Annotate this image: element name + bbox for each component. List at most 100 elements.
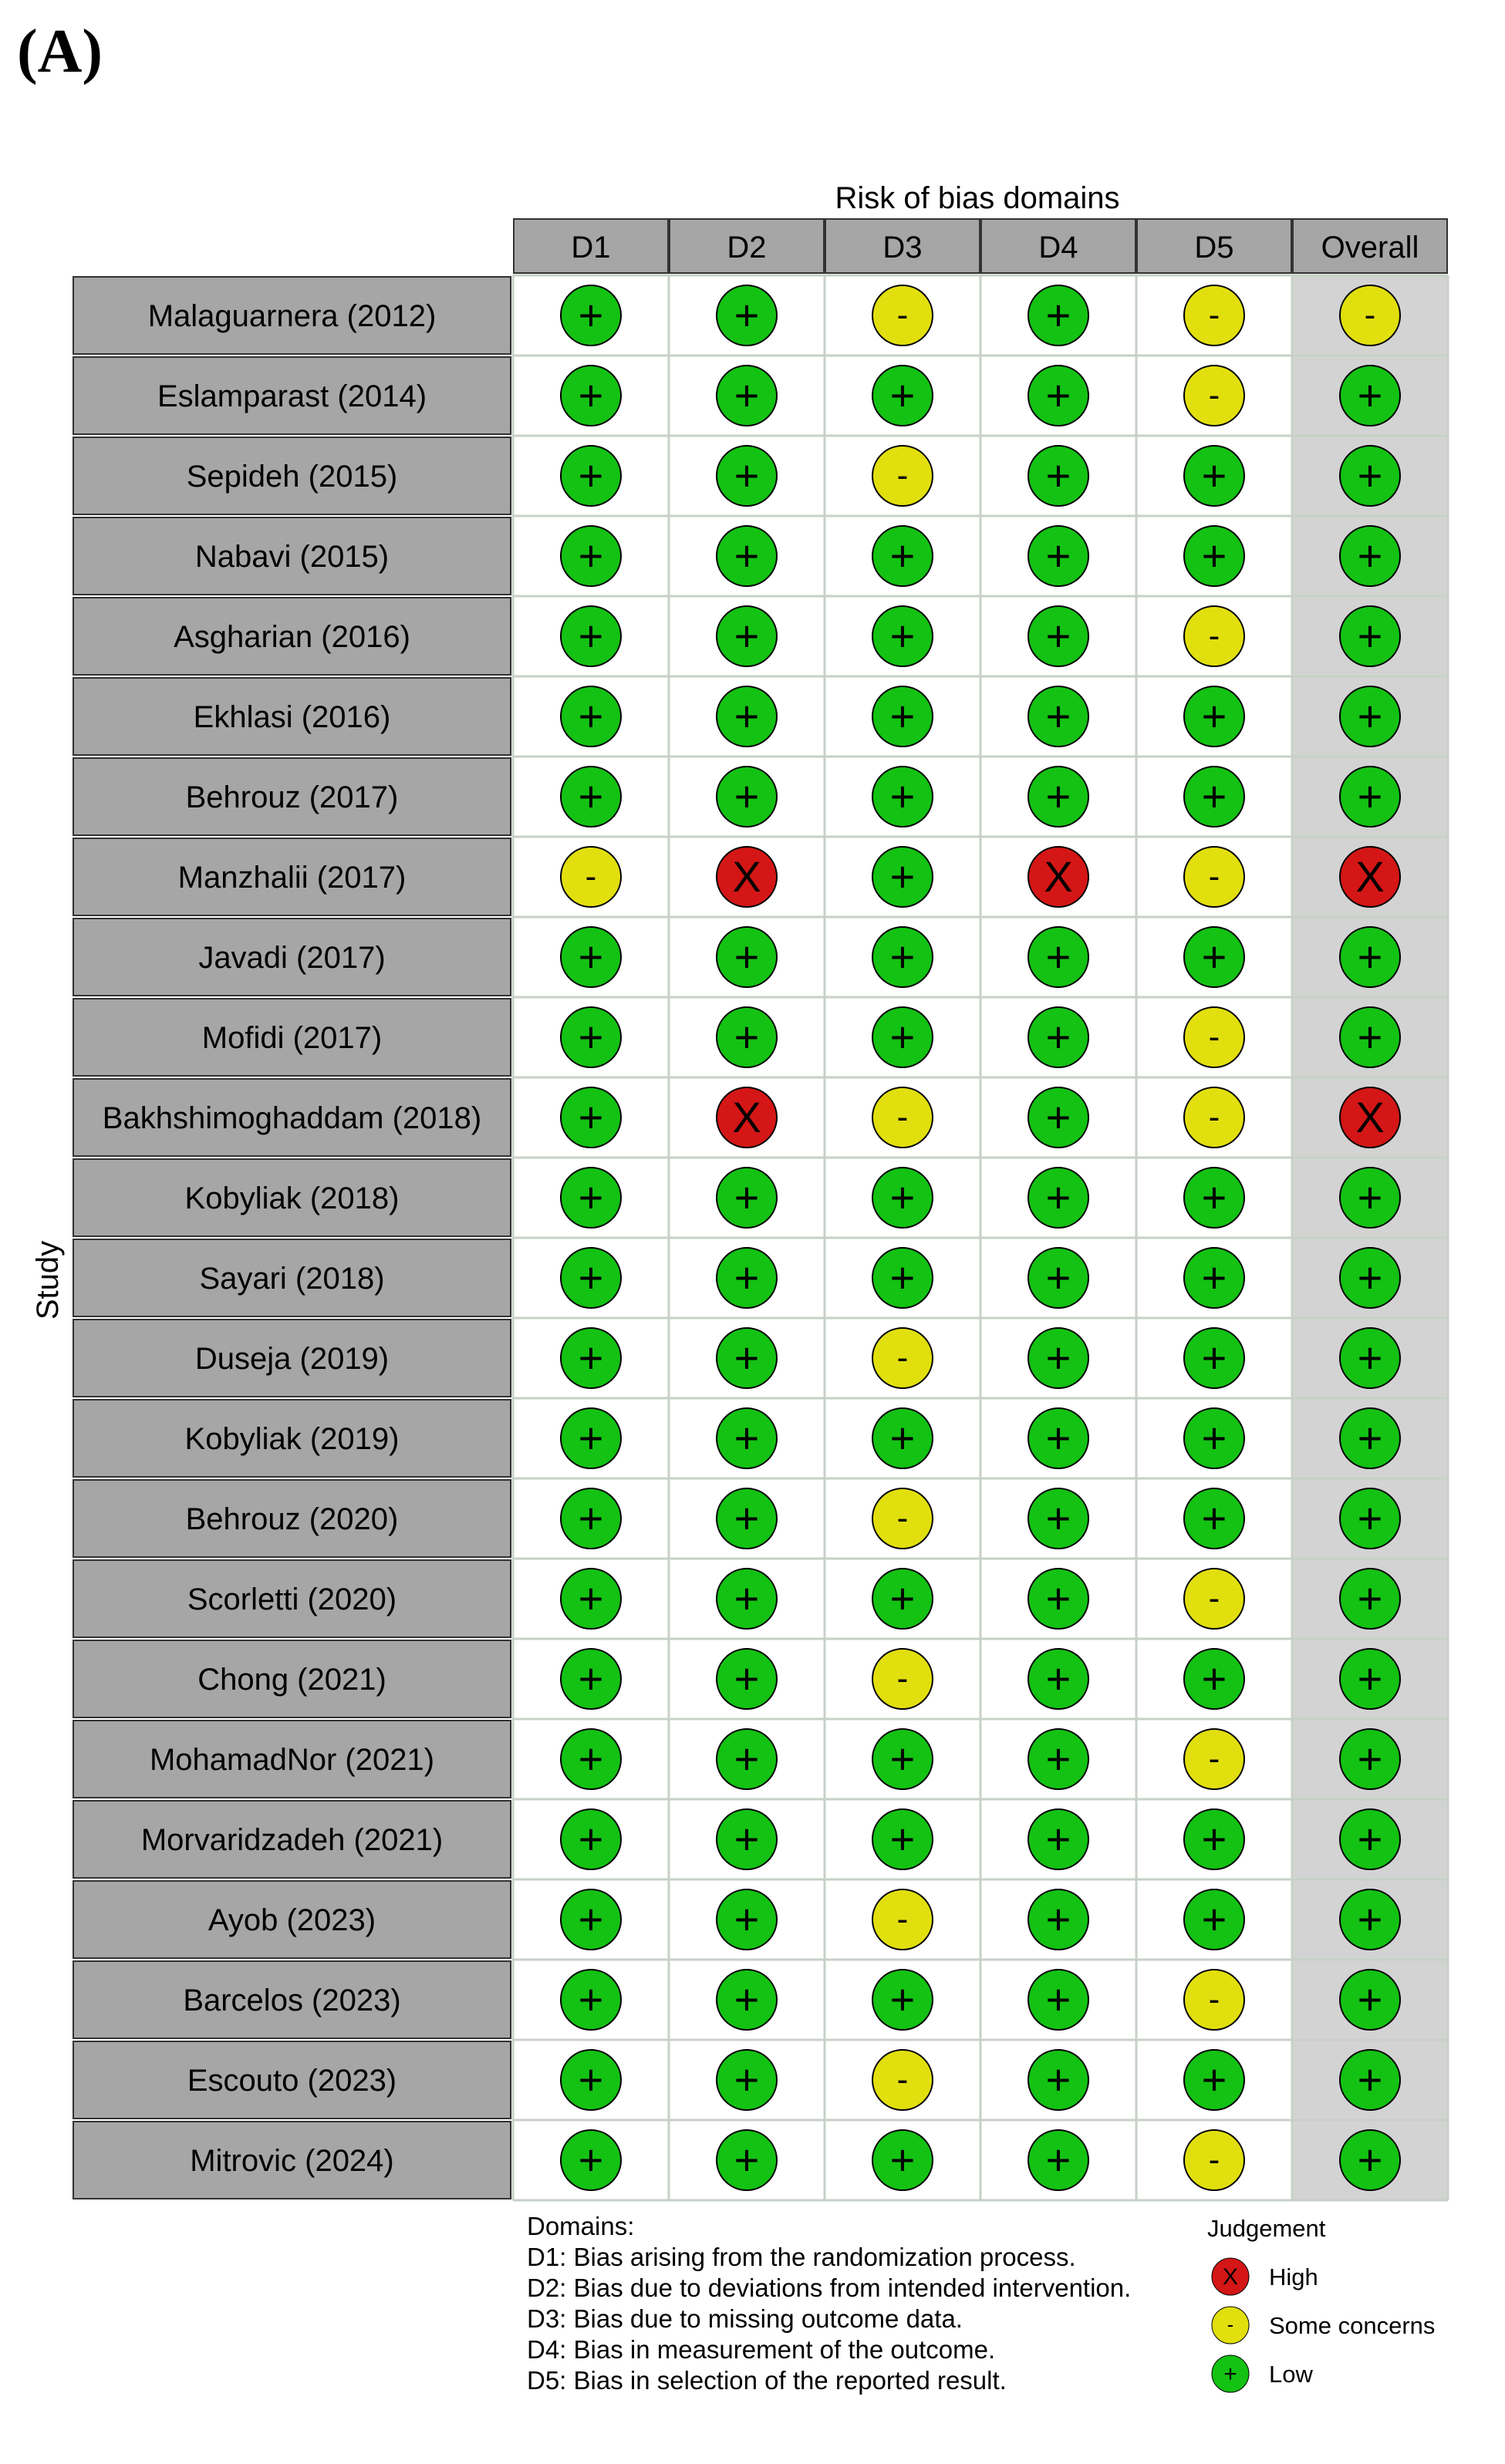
judgement-symbol: + bbox=[734, 1654, 760, 1703]
judgement-symbol: + bbox=[1202, 1414, 1227, 1462]
judgement-symbol: - bbox=[1365, 296, 1376, 334]
study-label-box bbox=[73, 1800, 511, 1879]
judgement-symbol: + bbox=[1358, 2135, 1383, 2184]
study-label: Mitrovic (2024) bbox=[190, 2144, 394, 2178]
judgement-symbol: - bbox=[1209, 1098, 1220, 1136]
judgement-symbol: + bbox=[890, 1734, 916, 1783]
judgement-symbol: + bbox=[579, 1093, 604, 1141]
judgement-dot-low bbox=[1339, 605, 1401, 667]
judgement-symbol: - bbox=[585, 858, 597, 895]
study-label: Sayari (2018) bbox=[199, 1262, 384, 1296]
judgement-dot-low bbox=[1183, 686, 1245, 747]
study-label: Ayob (2023) bbox=[208, 1903, 376, 1937]
judgement-dot-low bbox=[560, 365, 622, 426]
judgement-dot-some bbox=[872, 445, 933, 507]
judgement-dot-low bbox=[872, 1808, 933, 1870]
judgement-symbol: + bbox=[890, 1975, 916, 2024]
judgement-symbol: + bbox=[579, 2055, 604, 2104]
judgement-dot-low bbox=[560, 1889, 622, 1950]
judgement-symbol: + bbox=[579, 612, 604, 660]
judgement-symbol: + bbox=[579, 1895, 604, 1943]
judgement-symbol: - bbox=[1209, 1740, 1220, 1778]
judgement-symbol: - bbox=[897, 2061, 909, 2098]
judgement-dot-high bbox=[1028, 846, 1089, 908]
legend-label-low: Low bbox=[1269, 2361, 1313, 2388]
judgement-symbol: + bbox=[1046, 932, 1071, 981]
judgement-dot-low bbox=[872, 1568, 933, 1630]
judgement-symbol: + bbox=[1358, 2055, 1383, 2104]
judgement-symbol: + bbox=[1046, 371, 1071, 420]
judgement-symbol: + bbox=[1358, 1895, 1383, 1943]
judgement-symbol: - bbox=[1209, 376, 1220, 414]
judgement-legend-title: Judgement bbox=[1207, 2215, 1326, 2242]
judgement-dot-low bbox=[1339, 1488, 1401, 1549]
judgement-dot-low bbox=[872, 1969, 933, 2031]
column-headers: D1 D2 D3 D4 D5 Overall bbox=[513, 218, 1448, 274]
judgement-symbol: + bbox=[1358, 1414, 1383, 1462]
judgement-symbol: + bbox=[734, 451, 760, 500]
judgement-symbol: + bbox=[1358, 772, 1383, 821]
judgement-dot-low bbox=[560, 445, 622, 507]
study-label: Scorletti (2020) bbox=[187, 1583, 396, 1616]
judgement-dot-low bbox=[1339, 1728, 1401, 1790]
judgement-dot-low bbox=[872, 1407, 933, 1469]
domains-legend-item: D5: Bias in selection of the reported re… bbox=[527, 2366, 1007, 2395]
judgement-symbol: + bbox=[1046, 772, 1071, 821]
legend-dot-some bbox=[1211, 2306, 1250, 2344]
judgement-symbol: - bbox=[1209, 858, 1220, 895]
judgement-symbol: + bbox=[1202, 1173, 1227, 1222]
study-label: Malaguarnera (2012) bbox=[148, 299, 437, 333]
study-label: Duseja (2019) bbox=[195, 1342, 389, 1376]
study-label: Chong (2021) bbox=[197, 1663, 386, 1697]
judgement-dot-low bbox=[716, 285, 778, 346]
judgement-dot-low bbox=[1339, 525, 1401, 587]
judgement-dot-low bbox=[716, 2049, 778, 2111]
study-label: Sepideh (2015) bbox=[187, 460, 398, 494]
judgement-dot-low bbox=[716, 1969, 778, 2031]
judgement-symbol: + bbox=[1046, 1494, 1071, 1542]
judgement-dot-some bbox=[872, 285, 933, 346]
judgement-dot-some bbox=[872, 1648, 933, 1710]
judgement-symbol: + bbox=[734, 692, 760, 740]
judgement-dot-low bbox=[716, 445, 778, 507]
judgement-dot-low bbox=[1028, 445, 1089, 507]
judgement-dot-high bbox=[1339, 1087, 1401, 1148]
judgement-dot-low bbox=[1028, 1488, 1089, 1549]
judgement-symbol: + bbox=[579, 692, 604, 740]
study-label-box bbox=[73, 1399, 511, 1478]
judgement-symbol: + bbox=[1202, 1815, 1227, 1863]
judgement-symbol: + bbox=[1358, 1494, 1383, 1542]
study-label-box bbox=[73, 757, 511, 836]
judgement-symbol: + bbox=[579, 1173, 604, 1222]
judgement-symbol: + bbox=[1046, 2055, 1071, 2104]
judgement-symbol: + bbox=[734, 612, 760, 660]
judgement-dot-some bbox=[1183, 1728, 1245, 1790]
judgement-symbol: - bbox=[897, 1900, 909, 1938]
judgement-symbol: + bbox=[579, 1815, 604, 1863]
study-label-box bbox=[73, 1720, 511, 1798]
judgement-symbol: + bbox=[1046, 1333, 1071, 1382]
column-header-box bbox=[513, 218, 669, 274]
judgement-symbol: X bbox=[732, 852, 761, 901]
judgement-dot-high bbox=[1339, 846, 1401, 908]
study-label: MohamadNor (2021) bbox=[150, 1743, 434, 1777]
column-header: Overall bbox=[1321, 231, 1419, 265]
judgement-symbol: - bbox=[1209, 1980, 1220, 2018]
judgement-dot-low bbox=[1028, 926, 1089, 988]
judgement-dot-some bbox=[1183, 1969, 1245, 2031]
judgement-dot-low bbox=[560, 1728, 622, 1790]
study-label-box bbox=[73, 2121, 511, 2199]
study-label: Behrouz (2017) bbox=[186, 780, 399, 814]
judgement-symbol: + bbox=[890, 1815, 916, 1863]
judgement-dot-low bbox=[1339, 1648, 1401, 1710]
judgement-dot-low bbox=[872, 365, 933, 426]
judgement-dot-high bbox=[716, 1087, 778, 1148]
judgement-dot-low bbox=[1339, 926, 1401, 988]
judgement-dot-low bbox=[1183, 926, 1245, 988]
judgement-symbol: + bbox=[1202, 451, 1227, 500]
judgement-symbol: - bbox=[897, 1499, 909, 1537]
judgement-dot-low bbox=[560, 686, 622, 747]
judgement-dot-low bbox=[1339, 1167, 1401, 1229]
study-label-box bbox=[73, 1640, 511, 1718]
